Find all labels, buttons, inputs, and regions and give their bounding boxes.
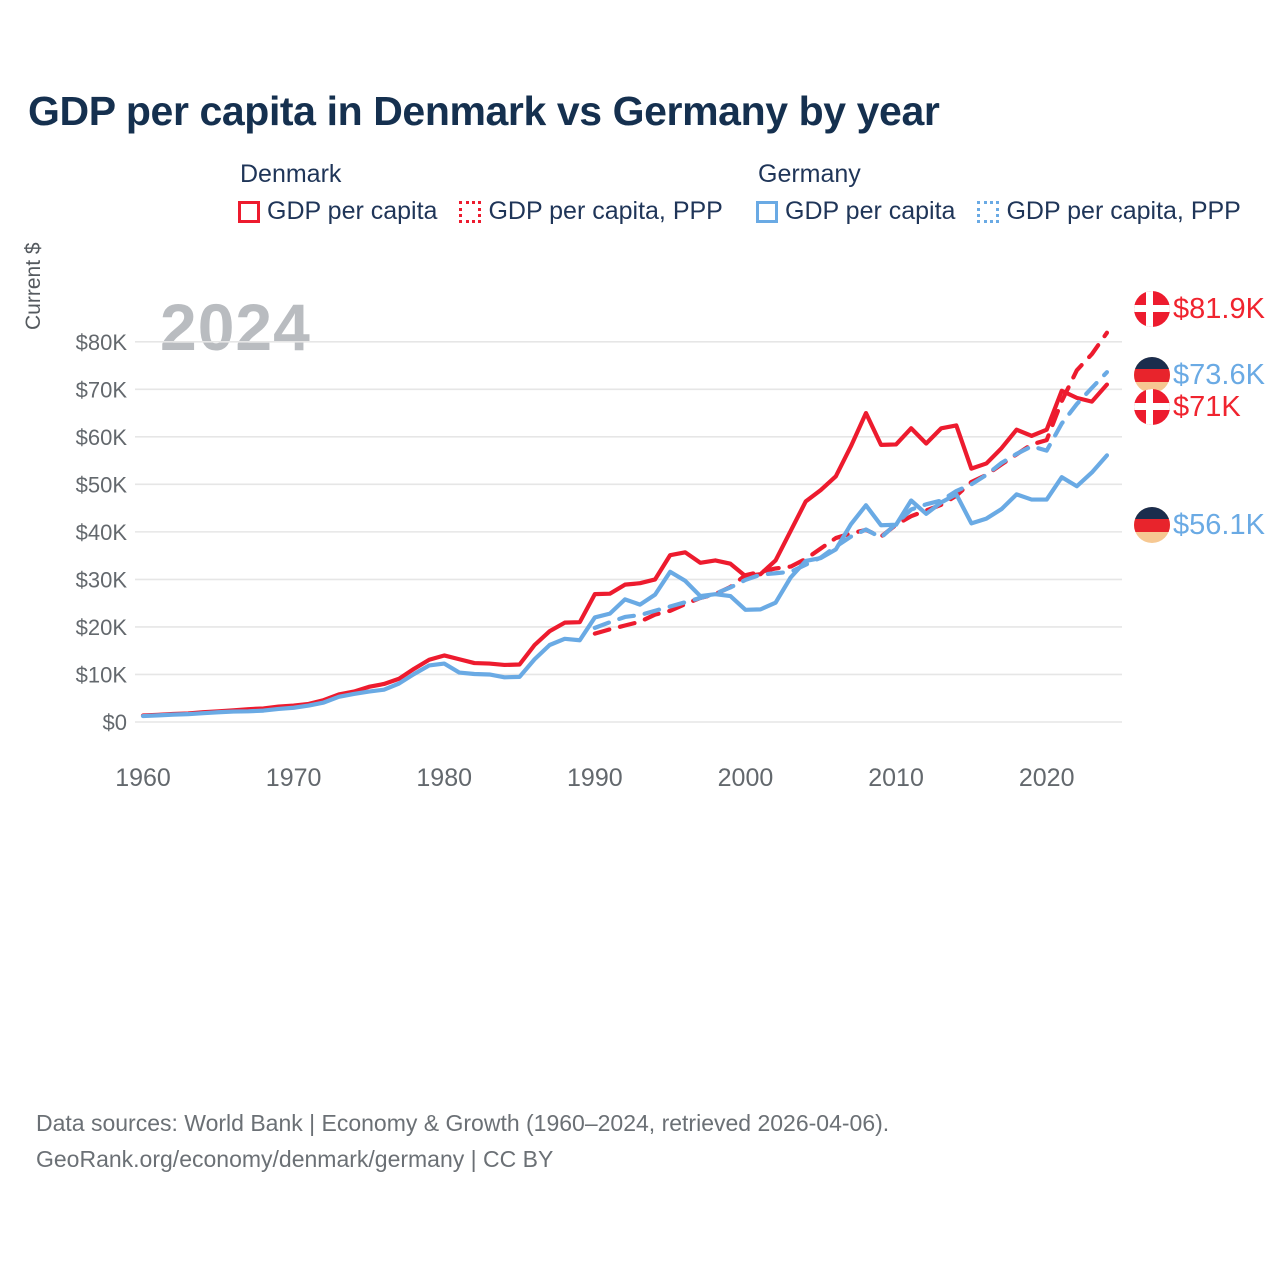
- legend-group-denmark: Denmark GDP per capita GDP per capita, P…: [238, 160, 723, 226]
- denmark-flag-icon: [1134, 389, 1170, 425]
- chart-footer: Data sources: World Bank | Economy & Gro…: [36, 1106, 889, 1177]
- legend-row-denmark: GDP per capita GDP per capita, PPP: [238, 197, 723, 226]
- line-chart: $0 $10K $20K $30K $40K $50K $60K $70K $80K 1960 19…: [76, 330, 1122, 792]
- end-label-value: $81.9K: [1173, 292, 1265, 325]
- germany-flag-icon: [1134, 507, 1170, 543]
- plot-area: $0 $10K $20K $30K $40K $50K $60K $70K $80K 1960 19…: [0, 270, 1280, 1030]
- legend-label-germany-gdp: GDP per capita: [785, 197, 956, 225]
- y-axis-tick-label: $60K: [76, 425, 128, 450]
- legend-group-title-germany: Germany: [758, 160, 861, 188]
- legend-label-germany-gdp-ppp: GDP per capita, PPP: [1006, 197, 1241, 225]
- y-axis-tick-label: $20K: [76, 615, 128, 640]
- legend-swatch-solid-icon: [756, 200, 778, 223]
- x-axis-tick-label: 2020: [1019, 764, 1075, 792]
- series-line: [592, 370, 1110, 630]
- x-axis-tick-label: 1960: [115, 764, 171, 792]
- denmark-flag-icon: [1134, 291, 1170, 327]
- end-label-value: $73.6K: [1173, 358, 1265, 391]
- x-axis-tick-label: 1990: [567, 764, 623, 792]
- legend-item-denmark-gdp[interactable]: GDP per capita: [238, 197, 437, 226]
- end-label-denmark-gdp: $71K: [1134, 389, 1241, 425]
- x-axis-tick-label: 2010: [868, 764, 924, 792]
- end-label-denmark-ppp: $81.9K: [1134, 291, 1265, 327]
- footer-data-sources: Data sources: World Bank | Economy & Gro…: [36, 1110, 890, 1136]
- legend-row-germany: GDP per capita GDP per capita, PPP: [756, 197, 1241, 226]
- legend-group-germany: Germany GDP per capita GDP per capita, P…: [756, 160, 1241, 226]
- x-axis-tick-label: 2000: [718, 764, 774, 792]
- footer-attribution: GeoRank.org/economy/denmark/germany | CC…: [36, 1145, 554, 1172]
- y-axis-tick-label: $70K: [76, 377, 128, 402]
- y-axis-tick-label: $40K: [76, 520, 128, 545]
- series-line: [140, 453, 1110, 719]
- legend-item-denmark-gdp-ppp[interactable]: GDP per capita, PPP: [459, 197, 723, 226]
- end-label-value: $56.1K: [1173, 508, 1265, 541]
- series-line: [140, 382, 1110, 718]
- legend-swatch-solid-icon: [238, 200, 260, 223]
- series-line: [592, 330, 1110, 636]
- y-axis-tick-label: $50K: [76, 472, 128, 497]
- y-axis-tick-label: $10K: [76, 662, 128, 687]
- legend-label-denmark-gdp: GDP per capita: [267, 197, 438, 225]
- end-label-germany-gdp: $56.1K: [1134, 507, 1265, 543]
- legend-label-denmark-gdp-ppp: GDP per capita, PPP: [488, 197, 723, 225]
- y-axis-tick-label: $30K: [76, 567, 128, 592]
- legend-group-title-denmark: Denmark: [240, 160, 342, 188]
- y-axis-tick-label: $80K: [76, 330, 128, 355]
- year-watermark: 2024: [160, 290, 311, 364]
- page-title: GDP per capita in Denmark vs Germany by …: [28, 88, 940, 134]
- legend-item-germany-gdp-ppp[interactable]: GDP per capita, PPP: [977, 197, 1241, 226]
- end-label-germany-ppp: $73.6K: [1134, 357, 1265, 393]
- x-axis-tick-label: 1980: [416, 764, 472, 792]
- legend-item-germany-gdp[interactable]: GDP per capita: [756, 197, 955, 226]
- legend-swatch-dotted-icon: [459, 200, 482, 223]
- y-axis-tick-label: $0: [103, 710, 127, 735]
- end-label-value: $71K: [1173, 390, 1241, 423]
- chart-legend: Denmark GDP per capita GDP per capita, P…: [238, 160, 1258, 250]
- germany-flag-icon: [1134, 357, 1170, 393]
- legend-swatch-dotted-icon: [977, 200, 1000, 223]
- x-axis-tick-label: 1970: [266, 764, 322, 792]
